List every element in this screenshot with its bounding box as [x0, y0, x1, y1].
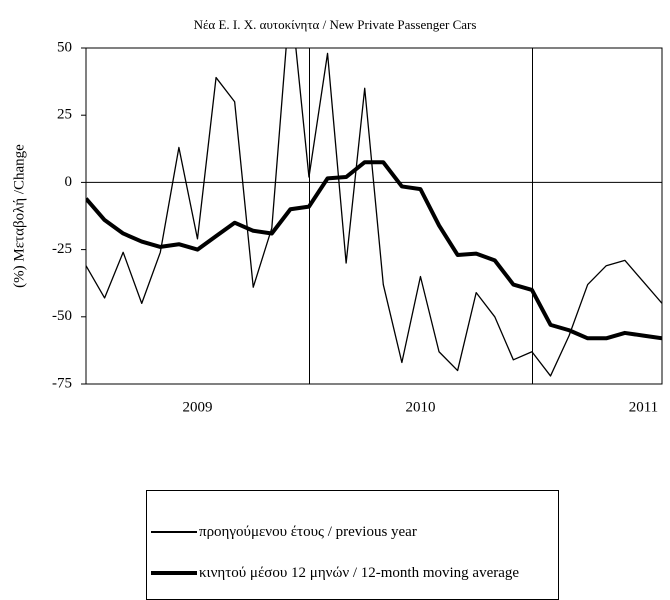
- legend: προηγούμενου έτους / previous year κινητο…: [146, 490, 559, 600]
- legend-label: προηγούμενου έτους / previous year: [199, 524, 417, 540]
- legend-swatch: [151, 531, 197, 533]
- y-tick-label: 0: [65, 174, 73, 190]
- legend-swatch: [151, 571, 197, 575]
- plot-marks: [86, 48, 662, 377]
- x-tick-label: 2011: [629, 399, 658, 415]
- x-tick-label: 2009: [182, 399, 212, 415]
- y-tick-label: 25: [57, 107, 72, 123]
- plot-frame: [85, 47, 663, 385]
- series-line: [86, 160, 662, 341]
- y-tick-label: -75: [52, 375, 72, 391]
- y-tick-label: -25: [52, 241, 72, 257]
- x-tick-label: 2010: [405, 399, 435, 415]
- y-tick-label: -50: [52, 308, 72, 324]
- y-axis-label: (%) Μεταβολή /Change: [11, 144, 27, 288]
- series-line: [86, 48, 662, 377]
- y-tick-label: 50: [57, 39, 72, 55]
- legend-label: κινητού μέσου 12 μηνών / 12-month moving…: [199, 565, 520, 581]
- chart-title: Νέα Ε. Ι. Χ. αυτοκίνητα / New Private Pa…: [194, 17, 477, 32]
